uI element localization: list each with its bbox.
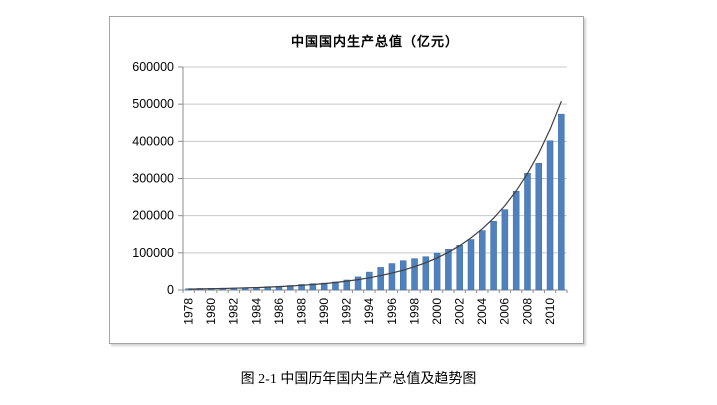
gdp-bar-2007 bbox=[512, 190, 520, 291]
x-axis-label: 1996 bbox=[385, 298, 399, 325]
gdp-bar-2005 bbox=[490, 221, 497, 291]
gdp-bar-2010 bbox=[546, 140, 554, 291]
gdp-bar-2003 bbox=[467, 239, 475, 291]
x-axis-label: 2008 bbox=[520, 298, 534, 325]
gdp-bar-1995 bbox=[377, 267, 384, 291]
gdp-bar-1988 bbox=[298, 284, 305, 291]
gdp-chart-frame: 0 100000 200000 300000 400000 500000 600000 197… bbox=[109, 16, 584, 344]
x-axis-label: 1992 bbox=[340, 298, 354, 325]
y-axis-label: 0 bbox=[167, 283, 174, 297]
gdp-bar-1997 bbox=[399, 260, 407, 291]
x-axis-label: 2004 bbox=[475, 298, 489, 325]
y-axis-label: 200000 bbox=[132, 209, 174, 223]
gdp-bar-1992 bbox=[343, 279, 351, 291]
gdp-bar-2009 bbox=[535, 163, 543, 291]
x-axis-label: 1978 bbox=[181, 298, 195, 325]
x-axis-label: 2010 bbox=[543, 298, 557, 325]
gdp-bar-2002 bbox=[456, 245, 463, 291]
x-axis-label: 1982 bbox=[227, 298, 241, 325]
chart-plot-area: 0 100000 200000 300000 400000 500000 600000 197… bbox=[132, 60, 568, 325]
gdp-bar-1989 bbox=[309, 283, 317, 291]
y-axis-label: 300000 bbox=[132, 172, 174, 186]
gdp-bar-1993 bbox=[354, 276, 362, 291]
trend-line bbox=[188, 100, 562, 290]
x-axis-label: 2006 bbox=[498, 298, 512, 325]
y-axis-label: 500000 bbox=[132, 97, 174, 111]
gdp-bar-2000 bbox=[433, 252, 441, 291]
x-axis-label: 1990 bbox=[317, 298, 331, 325]
y-axis-label: 100000 bbox=[132, 246, 174, 260]
gdp-bar-2011 bbox=[558, 113, 565, 291]
x-axis-label: 1980 bbox=[204, 298, 218, 325]
chart-title: 中国国内生产总值（亿元） bbox=[290, 34, 459, 49]
gdp-bar-1998 bbox=[411, 258, 418, 291]
gdp-bar-1996 bbox=[388, 263, 396, 291]
x-axis-label: 2000 bbox=[430, 298, 444, 325]
x-axis-label: 1998 bbox=[407, 298, 421, 325]
figure-caption: 图 2-1 中国历年国内生产总值及趋势图 bbox=[240, 372, 477, 387]
gdp-bar-1994 bbox=[366, 271, 373, 291]
gdp-bar-2001 bbox=[445, 248, 452, 291]
x-axis-label: 1994 bbox=[362, 298, 376, 325]
gdp-bar-2008 bbox=[524, 173, 531, 291]
gdp-bar-1999 bbox=[422, 256, 430, 291]
x-axis-label: 1988 bbox=[294, 298, 308, 325]
x-axis-label: 1984 bbox=[249, 298, 263, 325]
x-axis-label: 1986 bbox=[272, 298, 286, 325]
gdp-bar-2006 bbox=[501, 209, 509, 291]
x-axis-label: 2002 bbox=[453, 298, 467, 325]
y-axis-label: 600000 bbox=[132, 60, 174, 74]
y-axis-label: 400000 bbox=[132, 134, 174, 148]
gdp-bar-2004 bbox=[479, 230, 486, 291]
